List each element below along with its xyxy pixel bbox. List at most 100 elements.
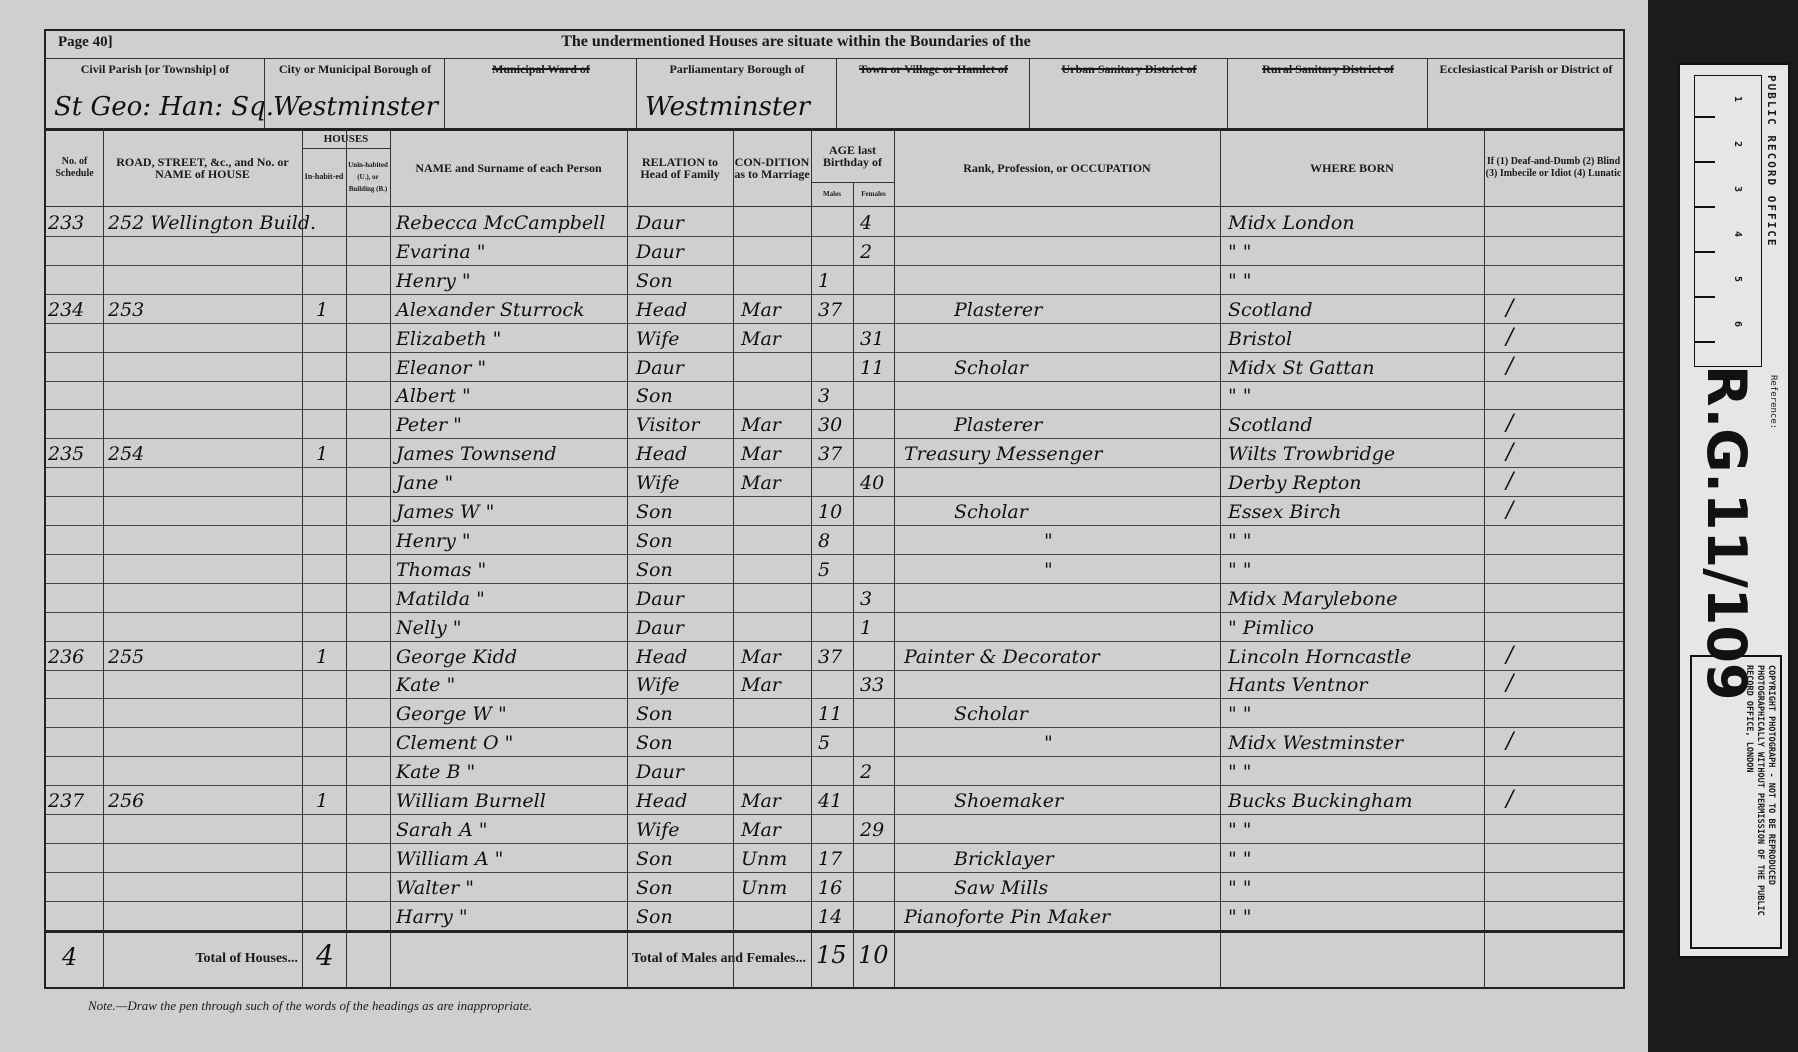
cell-name: Henry " xyxy=(396,269,471,292)
cell-name: Peter " xyxy=(396,414,462,437)
table-row: Thomas " Son 5 " " " xyxy=(46,554,1623,584)
infirmity-tick-mark: / xyxy=(1506,671,1514,697)
cell-road: 252 Wellington Build. xyxy=(108,212,317,234)
cell-relation: Son xyxy=(636,558,673,581)
copyright-text: COPYRIGHT PHOTOGRAPH - NOT TO BE REPRODU… xyxy=(1744,665,1776,916)
cell-female: 4 xyxy=(860,212,873,234)
cell-male: 17 xyxy=(818,847,843,870)
cell-relation: Son xyxy=(636,905,673,928)
page-number: Page 40] xyxy=(58,34,113,50)
table-row: Nelly " Daur 1 " Pimlico xyxy=(46,612,1623,642)
cell-born: Derby Repton xyxy=(1228,472,1362,495)
cell-name: George W " xyxy=(396,703,507,726)
cell-female: 2 xyxy=(860,761,873,784)
cell-relation: Wife xyxy=(636,674,680,697)
cell-name: George Kidd xyxy=(396,645,517,668)
reference-card: 1 2 3 4 5 6 PUBLIC RECORD OFFICE Reference: R… xyxy=(1678,63,1790,958)
cell-born: Midx London xyxy=(1228,212,1355,234)
cell-condition: Mar xyxy=(741,472,781,495)
cell-occupation: " xyxy=(1044,558,1053,581)
cell-male: 5 xyxy=(818,732,831,755)
table-row: Eleanor " Daur 11 Scholar Midx St Gattan / xyxy=(46,352,1623,382)
cell-relation: Daur xyxy=(636,240,684,263)
table-row: James W " Son 10 Scholar Essex Birch / xyxy=(46,496,1623,526)
cell-occupation: Scholar xyxy=(954,356,1028,379)
total-males: 15 xyxy=(816,941,847,969)
cell-born: Midx Westminster xyxy=(1228,732,1404,755)
cell-schedule: 236 xyxy=(48,645,85,668)
cell-born: Midx Marylebone xyxy=(1228,587,1398,610)
cell-relation: Son xyxy=(636,847,673,870)
cell-born: " " xyxy=(1228,269,1252,292)
cell-male: 14 xyxy=(818,905,843,928)
cell-name: James Townsend xyxy=(396,443,557,466)
cell-condition: Mar xyxy=(741,674,781,697)
cell-relation: Wife xyxy=(636,327,680,350)
cell-name: Eleanor " xyxy=(396,356,487,379)
district-label: Ecclesiastical Parish or District of xyxy=(1439,62,1613,76)
cell-male: 8 xyxy=(818,529,831,552)
table-row: Evarina " Daur 2 " " xyxy=(46,236,1623,266)
cell-female: 2 xyxy=(860,240,873,263)
district-4: Town or Village or Hamlet of xyxy=(836,59,1030,128)
cell-male: 37 xyxy=(818,443,843,466)
cell-male: 37 xyxy=(818,645,843,668)
cell-relation: Head xyxy=(636,645,688,668)
infirmity-tick-mark: / xyxy=(1506,729,1514,755)
cell-born: Midx St Gattan xyxy=(1228,356,1375,379)
cell-female: 33 xyxy=(860,674,885,697)
district-5: Urban Sanitary District of xyxy=(1029,59,1228,128)
backing-strip: 1 2 3 4 5 6 PUBLIC RECORD OFFICE Reference: R… xyxy=(1648,0,1798,1052)
table-row: Sarah A " Wife Mar 29 " " xyxy=(46,814,1623,844)
cell-occupation: Painter & Decorator xyxy=(904,645,1100,668)
infirmity-tick-mark: / xyxy=(1506,353,1514,379)
cell-name: Nelly " xyxy=(396,616,462,639)
table-row: Kate " Wife Mar 33 Hants Ventnor / xyxy=(46,669,1623,700)
office-label: PUBLIC RECORD OFFICE xyxy=(1765,75,1778,248)
cell-female: 3 xyxy=(860,587,873,610)
cell-condition: Mar xyxy=(741,443,781,466)
cell-name: Elizabeth " xyxy=(396,327,502,350)
cell-relation: Wife xyxy=(636,818,680,841)
cell-condition: Mar xyxy=(741,414,781,437)
column-header-infirmity: If (1) Deaf-and-Dumb (2) Blind (3) Imbec… xyxy=(1485,156,1622,179)
cell-schedule: 237 xyxy=(48,790,85,812)
cell-occupation: Plasterer xyxy=(954,298,1043,321)
table-row: 237 256 1 William Burnell Head Mar 41 Shoemaker… xyxy=(46,785,1623,815)
cell-relation: Daur xyxy=(636,616,684,639)
cell-occupation: Treasury Messenger xyxy=(904,443,1103,466)
cell-female: 1 xyxy=(860,616,873,639)
cell-relation: Son xyxy=(636,269,673,292)
cell-born: " " xyxy=(1228,385,1252,408)
district-7: Ecclesiastical Parish or District of xyxy=(1427,59,1624,128)
page-title: The undermentioned Houses are situate wi… xyxy=(561,33,1031,50)
cell-relation: Visitor xyxy=(636,414,700,437)
cell-occupation: Scholar xyxy=(954,501,1028,523)
cell-male: 10 xyxy=(818,501,843,523)
cell-name: Rebecca McCampbell xyxy=(396,212,606,234)
district-label: City or Municipal Borough of xyxy=(278,62,432,76)
column-header-name: NAME and Surname of each Person xyxy=(415,161,602,175)
table-row: 235 254 1 James Townsend Head Mar 37 Treasury M… xyxy=(46,438,1623,469)
cell-relation: Son xyxy=(636,732,673,755)
cell-relation: Wife xyxy=(636,472,680,495)
district-value: St Geo: Han: Sq. xyxy=(54,92,275,122)
cell-condition: Mar xyxy=(741,645,781,668)
cell-condition: Mar xyxy=(741,818,781,841)
infirmity-tick-mark: / xyxy=(1506,440,1514,466)
infirmity-tick-mark: / xyxy=(1506,295,1514,321)
infirmity-tick-mark: / xyxy=(1506,411,1514,437)
cell-condition: Mar xyxy=(741,298,781,321)
total-females: 10 xyxy=(858,941,889,969)
column-header-occupation: Rank, Profession, or OCCUPATION xyxy=(963,161,1151,175)
census-form: Page 40] The undermentioned Houses are s… xyxy=(44,29,1625,989)
district-value: Westminster xyxy=(273,92,439,122)
cell-born: " " xyxy=(1228,905,1252,928)
cell-born: Essex Birch xyxy=(1228,501,1342,523)
cell-male: 5 xyxy=(818,558,831,581)
cell-born: " " xyxy=(1228,876,1252,899)
cell-born: " " xyxy=(1228,761,1252,784)
cell-relation: Son xyxy=(636,501,673,523)
cell-born: Scotland xyxy=(1228,298,1313,321)
reference-label: Reference: xyxy=(1768,375,1778,430)
